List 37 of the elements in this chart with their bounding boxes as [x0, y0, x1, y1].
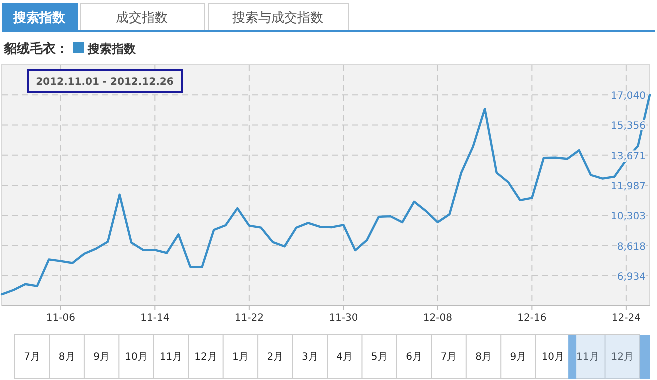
text: 12月 — [194, 352, 218, 363]
text: 3月 — [302, 352, 318, 363]
x-tick-label: 11-22 — [234, 313, 264, 324]
legend-label: 搜索指数 — [87, 42, 137, 56]
x-tick-label: 12-24 — [612, 313, 641, 324]
y-tick-label: 10,303 — [611, 212, 646, 223]
x-tick-label: 12-16 — [518, 313, 547, 324]
text: 11月 — [576, 352, 600, 363]
y-tick-label: 11,987 — [611, 182, 646, 192]
annotation: 2012.11.01 - 2012.12.26 — [36, 77, 174, 88]
y-tick-label: 6,934 — [617, 272, 646, 283]
y-tick-label: 8,618 — [617, 242, 646, 253]
text: 2月 — [267, 352, 284, 363]
text: 6月 — [406, 352, 422, 363]
text: 成交指数 — [116, 10, 168, 26]
text: 11月 — [160, 352, 183, 363]
text: 7月 — [440, 352, 458, 363]
text: 8月 — [476, 352, 492, 363]
text: 搜索与成交指数 — [232, 10, 324, 26]
legend-title: 貂绒毛衣： — [3, 41, 69, 57]
x-tick-label: 12-08 — [423, 313, 452, 324]
x-tick-label: 11-06 — [46, 313, 76, 324]
x-tick-label: 11-30 — [329, 313, 358, 324]
text: 1月 — [232, 352, 249, 363]
text: 12月 — [611, 352, 634, 363]
text: 9月 — [510, 352, 527, 363]
text: 8月 — [58, 352, 76, 363]
text: 7月 — [24, 352, 41, 363]
x-tick-label: 11-14 — [140, 313, 170, 324]
text: 5月 — [371, 352, 388, 363]
legend: 貂绒毛衣： 搜索指数 — [4, 42, 136, 57]
text: 10月 — [542, 352, 565, 363]
text: 搜索指数 — [12, 10, 66, 26]
text: 9月 — [94, 352, 110, 363]
text: 10月 — [125, 352, 148, 363]
text: 4月 — [336, 352, 354, 363]
y-tick-label: 17,040 — [611, 91, 646, 102]
